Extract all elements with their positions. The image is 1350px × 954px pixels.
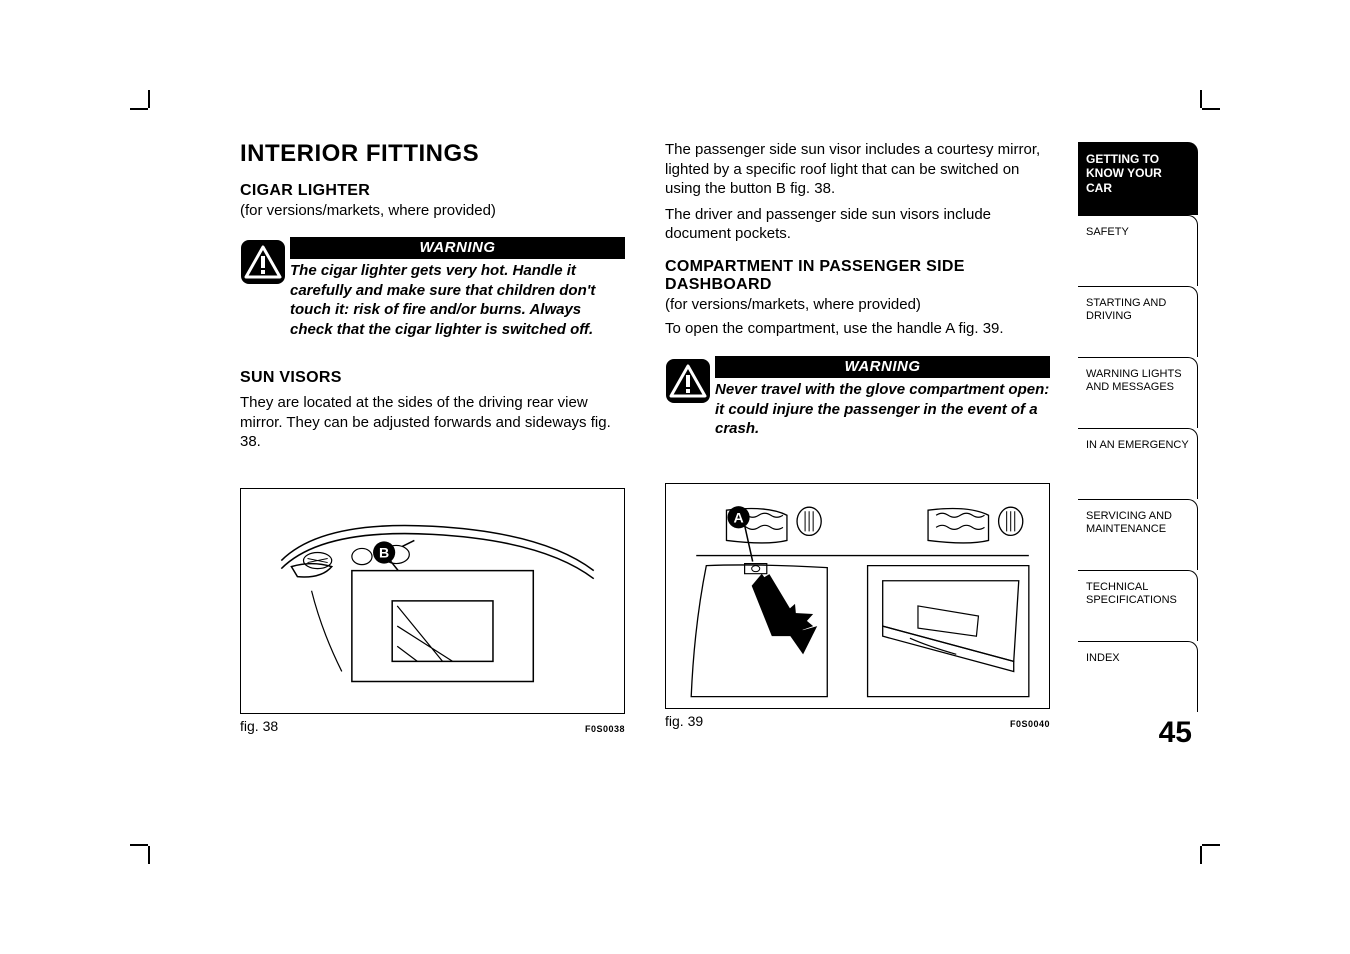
- crop-mark: [148, 108, 178, 138]
- crop-mark: [148, 816, 178, 846]
- left-column: INTERIOR FITTINGS CIGAR LIGHTER (for ver…: [240, 140, 625, 734]
- figure-badge-b: B: [379, 544, 389, 560]
- warning-label: WARNING: [290, 237, 625, 259]
- nav-tab-index[interactable]: INDEX: [1078, 641, 1198, 712]
- section-subnote: (for versions/markets, where provided): [665, 296, 1050, 313]
- figure-caption: fig. 38 F0S0038: [240, 718, 625, 734]
- nav-tab-warning-lights[interactable]: WARNING LIGHTS AND MESSAGES: [1078, 357, 1198, 428]
- figure-label: fig. 39: [665, 713, 703, 729]
- section-subnote: (for versions/markets, where provided): [240, 202, 625, 219]
- section-heading-sunvisors: SUN VISORS: [240, 369, 625, 387]
- nav-tab-safety[interactable]: SAFETY: [1078, 215, 1198, 286]
- figure-label: fig. 38: [240, 718, 278, 734]
- figure-badge-a: A: [733, 509, 743, 525]
- side-nav: GETTING TO KNOW YOUR CAR SAFETY STARTING…: [1078, 142, 1198, 750]
- warning-text: The cigar lighter gets very hot. Handle …: [290, 261, 625, 339]
- nav-tab-emergency[interactable]: IN AN EMERGENCY: [1078, 428, 1198, 499]
- figure-39: A: [665, 483, 1050, 709]
- nav-tab-servicing[interactable]: SERVICING AND MAINTENANCE: [1078, 499, 1198, 570]
- figure-38: B: [240, 488, 625, 714]
- section-heading-compartment: COMPARTMENT IN PASSENGER SIDE DASHBOARD: [665, 258, 1050, 294]
- crop-mark: [1172, 108, 1202, 138]
- figure-caption: fig. 39 F0S0040: [665, 713, 1050, 729]
- warning-triangle-icon: [665, 358, 715, 439]
- figure-code: F0S0040: [1010, 719, 1050, 729]
- nav-tab-getting-to-know[interactable]: GETTING TO KNOW YOUR CAR: [1078, 142, 1198, 215]
- page-content: INTERIOR FITTINGS CIGAR LIGHTER (for ver…: [240, 140, 1180, 840]
- body-text: The passenger side sun visor includes a …: [665, 140, 1050, 199]
- page-number: 45: [1078, 716, 1198, 750]
- warning-triangle-icon: [240, 239, 290, 339]
- warning-box: WARNING The cigar lighter gets very hot.…: [240, 237, 625, 339]
- figure-code: F0S0038: [585, 724, 625, 734]
- warning-box: WARNING Never travel with the glove comp…: [665, 356, 1050, 439]
- body-text: To open the compartment, use the handle …: [665, 319, 1050, 339]
- warning-label: WARNING: [715, 356, 1050, 378]
- body-text: They are located at the sides of the dri…: [240, 393, 625, 452]
- body-text: The driver and passenger side sun visors…: [665, 205, 1050, 244]
- right-column: The passenger side sun visor includes a …: [665, 140, 1050, 734]
- warning-text: Never travel with the glove compartment …: [715, 380, 1050, 439]
- nav-tab-starting-driving[interactable]: STARTING AND DRIVING: [1078, 286, 1198, 357]
- page-title: INTERIOR FITTINGS: [240, 140, 625, 168]
- section-heading-cigar: CIGAR LIGHTER: [240, 182, 625, 200]
- nav-tab-technical[interactable]: TECHNICAL SPECIFICATIONS: [1078, 570, 1198, 641]
